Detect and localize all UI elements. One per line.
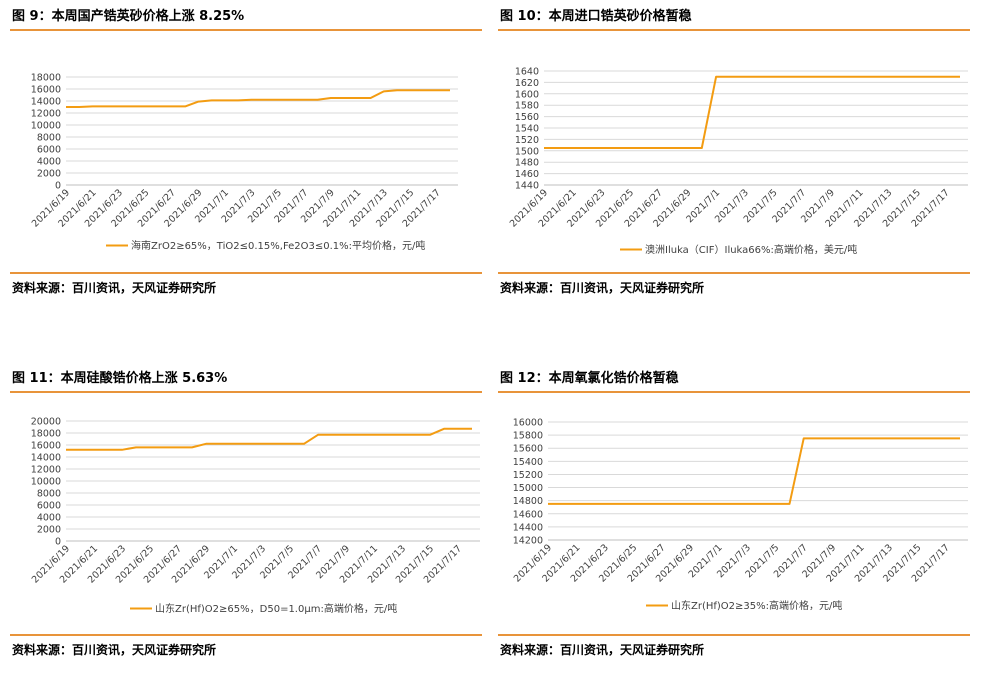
title-rule [10, 391, 482, 393]
y-tick-label: 2000 [37, 169, 61, 180]
y-tick-label: 15800 [513, 431, 543, 442]
y-tick-label: 18000 [31, 73, 61, 84]
source-rule [10, 272, 482, 274]
y-tick-label: 1600 [515, 89, 539, 100]
chart-title: 图 10：本周进口锆英砂价格暂稳 [500, 9, 692, 24]
chart-title: 图 11：本周硅酸锆价格上涨 5.63% [12, 371, 228, 386]
series-line [66, 427, 472, 451]
line-chart: 1440146014801500152015401560158016001620… [508, 67, 968, 256]
y-tick-label: 1580 [515, 101, 539, 112]
title-rule [498, 391, 970, 393]
line-chart: 14200 14400 14600 14800 15000 15200 15400 15600… [512, 418, 968, 612]
y-tick-label: 1640 [515, 67, 539, 78]
y-tick-label: 1500 [515, 146, 539, 157]
y-tick-label: 20000 [31, 417, 61, 428]
panel-zircon-sand-import: 图 10：本周进口锆英砂价格暂稳 1440 1460 1480 1500 1520 154… [498, 8, 970, 295]
y-tick-label: 14000 [31, 97, 61, 108]
y-tick-label: 1560 [515, 112, 539, 123]
y-tick-label: 1480 [515, 158, 539, 169]
y-tick-label: 14400 [513, 522, 543, 533]
legend-label: 山东Zr(Hf)O2≥65%，D50=1.0μm:高端价格，元/吨 [155, 602, 397, 615]
y-tick-label: 1460 [515, 169, 539, 180]
y-tick-label: 4000 [37, 157, 61, 168]
series-line [548, 437, 960, 505]
y-tick-label: 1440 [515, 181, 539, 192]
y-tick-label: 16000 [31, 85, 61, 96]
series-line [544, 75, 960, 149]
y-tick-label: 15200 [513, 470, 543, 481]
source-rule [498, 634, 970, 636]
panel-zirconium-silicate: 图 11：本周硅酸锆价格上涨 5.63% 0 2000 4000 6000 8000 10… [10, 370, 482, 657]
panel-zirconium-oxychloride: 图 12：本周氧氯化锆价格暂稳 14200 14400 14600 14800 1500… [498, 370, 970, 657]
y-tick-label: 18000 [31, 429, 61, 440]
y-tick-label: 16000 [31, 441, 61, 452]
y-tick-label: 15400 [513, 457, 543, 468]
title-rule [498, 29, 970, 31]
legend-label: 海南ZrO2≥65%，TiO2≤0.15%,Fe2O3≤0.1%:平均价格，元/… [131, 239, 425, 252]
y-tick-label: 4000 [37, 513, 61, 524]
y-tick-label: 0 [55, 537, 61, 548]
y-tick-label: 6000 [37, 145, 61, 156]
line-chart: 0200040006000800010000120001400016000180… [30, 73, 458, 252]
y-tick-label: 12000 [31, 109, 61, 120]
y-tick-label: 15000 [513, 483, 543, 494]
source-note: 资料来源：百川资讯，天风证券研究所 [12, 281, 217, 295]
chart-title: 图 12：本周氧氯化锆价格暂稳 [500, 371, 679, 386]
legend-label: 澳洲Iluka（CIF）Iluka66%:高端价格，美元/吨 [645, 243, 857, 256]
source-rule [498, 272, 970, 274]
y-tick-label: 15600 [513, 444, 543, 455]
series-line [66, 89, 450, 108]
y-tick-label: 14800 [513, 496, 543, 507]
line-chart: 0200040006000800010000120001400016000180… [30, 417, 480, 615]
y-tick-label: 14000 [31, 453, 61, 464]
y-tick-label: 1620 [515, 78, 539, 89]
y-tick-label: 6000 [37, 501, 61, 512]
y-tick-label: 1540 [515, 124, 539, 135]
y-tick-label: 14600 [513, 509, 543, 520]
y-tick-label: 10000 [31, 477, 61, 488]
title-rule [10, 29, 482, 31]
y-tick-label: 8000 [37, 489, 61, 500]
y-tick-label: 16000 [513, 418, 543, 429]
panel-zircon-sand-domestic: 图 9：本周国产锆英砂价格上涨 8.25% 0 2000 4000 6000 8000 1… [10, 8, 482, 295]
y-tick-label: 14200 [513, 536, 543, 547]
y-tick-label: 12000 [31, 465, 61, 476]
legend-label: 山东Zr(Hf)O2≥35%:高端价格，元/吨 [671, 599, 842, 612]
source-rule [10, 634, 482, 636]
y-tick-label: 2000 [37, 525, 61, 536]
source-note: 资料来源：百川资讯，天风证券研究所 [500, 643, 705, 657]
y-tick-label: 0 [55, 181, 61, 192]
y-tick-label: 1520 [515, 135, 539, 146]
source-note: 资料来源：百川资讯，天风证券研究所 [12, 643, 217, 657]
chart-title: 图 9：本周国产锆英砂价格上涨 8.25% [12, 9, 245, 24]
y-tick-label: 8000 [37, 133, 61, 144]
source-note: 资料来源：百川资讯，天风证券研究所 [500, 281, 705, 295]
y-tick-label: 10000 [31, 121, 61, 132]
